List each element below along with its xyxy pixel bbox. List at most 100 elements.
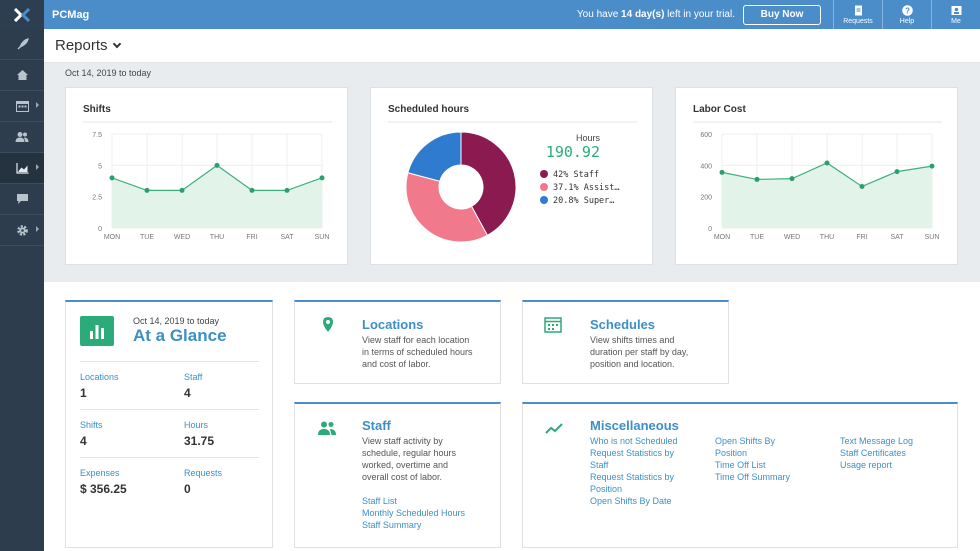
glance-title: At a Glance: [133, 326, 227, 345]
stat-label-hours[interactable]: Hours: [184, 420, 209, 430]
chat-icon: [16, 194, 28, 204]
page-header: Reports: [44, 29, 980, 63]
hours-slice-0: [460, 131, 517, 236]
shifts-x-tick: WED: [174, 234, 190, 241]
app-logo[interactable]: [0, 0, 44, 29]
trend-line-icon: [545, 423, 563, 434]
trial-message: You have 14 day(s) left in your trial.: [577, 9, 735, 20]
staff-title[interactable]: Staff: [362, 418, 391, 433]
labor-y-tick: 600: [700, 132, 712, 139]
desc-line: View shifts times and: [590, 335, 675, 345]
buy-now-button[interactable]: Buy Now: [743, 4, 821, 25]
text-message-log-link[interactable]: Text Message Log: [840, 436, 914, 446]
bar-chart-icon: [80, 316, 114, 346]
labor-y-tick: 400: [700, 163, 712, 170]
stat-label-expenses[interactable]: Expenses: [80, 468, 120, 478]
help-icon: ?: [901, 4, 913, 16]
desc-line: position and location.: [590, 359, 675, 369]
labor-x-tick: FRI: [856, 234, 867, 241]
me-label: Me: [951, 17, 961, 25]
sidebar-item-staff[interactable]: [0, 122, 44, 153]
hours-total-label: Hours: [576, 133, 601, 143]
locations-tile[interactable]: Locations View staff for each location i…: [294, 300, 501, 384]
sidebar-item-launch[interactable]: [0, 29, 44, 60]
time-off-list-link[interactable]: Time Off List: [715, 460, 766, 470]
shifts-x-tick: TUE: [140, 234, 154, 241]
labor-x-tick: MON: [714, 234, 730, 241]
staff-tile[interactable]: Staff View staff activity by schedule, r…: [294, 402, 501, 548]
calendar-icon: [544, 317, 562, 333]
labor-y-tick: 0: [708, 226, 712, 233]
document-icon: [854, 5, 862, 15]
labor-point: [929, 163, 935, 169]
labor-x-tick: TUE: [750, 234, 764, 241]
labor-cost-title: Labor Cost: [693, 104, 746, 115]
stat-value-locations: 1: [80, 386, 87, 400]
home-icon: [16, 70, 28, 80]
desc-line: in terms of scheduled hours: [362, 347, 473, 357]
locations-title[interactable]: Locations: [362, 317, 424, 332]
staff-description: View staff activity by schedule, regular…: [362, 435, 456, 483]
map-pin-icon: [323, 317, 333, 332]
help-label: Help: [899, 17, 915, 25]
legend-swatch-1: [540, 183, 548, 191]
rocket-icon: [17, 37, 29, 49]
open-shifts-by-date-link[interactable]: Open Shifts By Date: [590, 496, 672, 506]
legend-label-0: 42% Staff: [553, 170, 599, 180]
stat-value-staff: 4: [184, 386, 191, 400]
page-title[interactable]: Reports: [55, 37, 108, 54]
shifts-point: [144, 187, 150, 193]
sidebar-item-reports[interactable]: [0, 153, 44, 184]
monthly-scheduled-hours-link[interactable]: Monthly Scheduled Hours: [362, 508, 466, 518]
date-range[interactable]: Oct 14, 2019 to today: [65, 68, 152, 78]
stat-value-requests: 0: [184, 482, 191, 496]
staff-summary-link[interactable]: Staff Summary: [362, 520, 422, 530]
labor-point: [824, 160, 830, 166]
staff-certificates-link[interactable]: Staff Certificates: [840, 448, 906, 458]
org-name[interactable]: PCMag: [52, 8, 90, 21]
staff-list-link[interactable]: Staff List: [362, 496, 397, 506]
schedules-tile[interactable]: Schedules View shifts times and duration…: [522, 300, 729, 384]
request-stats-by-staff-link-cont[interactable]: Staff: [590, 460, 609, 470]
time-off-summary-link[interactable]: Time Off Summary: [715, 472, 791, 482]
legend-swatch-0: [540, 170, 548, 178]
hours-slice-1: [405, 172, 489, 243]
divider: [80, 361, 259, 362]
glance-date: Oct 14, 2019 to today: [133, 316, 220, 326]
stat-label-shifts[interactable]: Shifts: [80, 420, 103, 430]
usage-report-link[interactable]: Usage report: [840, 460, 893, 470]
shifts-x-tick: SAT: [280, 234, 294, 241]
schedules-description: View shifts times and duration per staff…: [590, 334, 688, 370]
stat-label-requests[interactable]: Requests: [184, 468, 223, 478]
help-menu[interactable]: ? Help: [882, 0, 931, 29]
request-stats-by-position-link[interactable]: Request Statistics by: [590, 472, 675, 482]
sidebar-item-schedule[interactable]: [0, 91, 44, 122]
desc-line: overall cost of labor.: [362, 472, 443, 482]
labor-x-tick: SUN: [925, 234, 940, 241]
request-stats-by-staff-link[interactable]: Request Statistics by: [590, 448, 675, 458]
stat-label-locations[interactable]: Locations: [80, 372, 119, 382]
who-is-not-scheduled-link[interactable]: Who is not Scheduled: [590, 436, 678, 446]
stat-value-expenses: $ 356.25: [80, 482, 127, 496]
stat-label-staff[interactable]: Staff: [184, 372, 203, 382]
sidebar-item-settings[interactable]: [0, 215, 44, 246]
divider: [80, 457, 259, 458]
line-chart-icon: [15, 162, 28, 174]
labor-point: [894, 169, 900, 175]
me-menu[interactable]: Me: [931, 0, 980, 29]
open-shifts-by-position-link[interactable]: Open Shifts By: [715, 436, 776, 446]
shifts-point: [319, 175, 325, 181]
labor-y-tick: 200: [700, 195, 712, 202]
sidebar-item-home[interactable]: [0, 60, 44, 91]
schedules-title[interactable]: Schedules: [590, 317, 656, 332]
sidebar-item-messages[interactable]: [0, 184, 44, 215]
request-stats-by-position-link-cont[interactable]: Position: [590, 484, 623, 494]
trial-prefix: You have: [576, 9, 622, 20]
desc-line: worked, overtime and: [362, 460, 449, 470]
chevron-down-icon[interactable]: [112, 39, 121, 49]
open-shifts-by-position-link-cont[interactable]: Position: [715, 448, 748, 458]
stat-value-hours: 31.75: [184, 434, 215, 448]
shifts-x-tick: FRI: [246, 234, 257, 241]
requests-menu[interactable]: Requests: [833, 0, 882, 29]
